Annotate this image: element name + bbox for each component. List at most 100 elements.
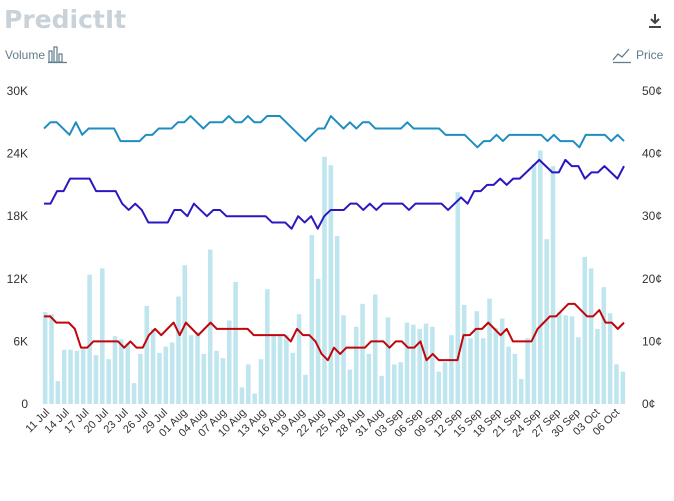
volume-bar bbox=[588, 268, 594, 404]
volume-bar bbox=[131, 383, 137, 404]
volume-bar bbox=[449, 335, 454, 404]
volume-label: Volume bbox=[5, 48, 45, 62]
price-toggle[interactable]: Price bbox=[612, 48, 664, 64]
volume-bar bbox=[430, 326, 435, 404]
price-series-line-2 bbox=[44, 158, 625, 230]
left-axis-tick: 0 bbox=[21, 397, 28, 411]
volume-bar bbox=[404, 322, 410, 404]
volume-bar bbox=[411, 324, 416, 404]
volume-bar bbox=[614, 364, 619, 404]
volume-bar bbox=[220, 358, 226, 404]
right-axis-tick: 50¢ bbox=[642, 84, 662, 98]
volume-bar bbox=[106, 359, 111, 404]
volume-bar bbox=[468, 338, 473, 404]
volume-toggle[interactable]: Volume bbox=[5, 46, 67, 64]
volume-bar bbox=[392, 364, 397, 404]
right-axis-tick: 40¢ bbox=[642, 147, 662, 161]
volume-bar bbox=[68, 349, 73, 404]
volume-bar bbox=[296, 314, 302, 404]
volume-bar bbox=[436, 371, 442, 404]
volume-bar bbox=[506, 346, 511, 404]
volume-bar bbox=[87, 274, 92, 404]
volume-bar bbox=[595, 328, 600, 404]
line-chart-icon bbox=[612, 48, 631, 64]
volume-bar bbox=[233, 281, 238, 404]
volume-bar bbox=[315, 278, 321, 404]
volume-bar bbox=[531, 164, 537, 404]
volume-bar bbox=[258, 359, 264, 404]
volume-bar bbox=[620, 371, 626, 404]
volume-bar bbox=[265, 289, 270, 404]
volume-bars bbox=[42, 150, 626, 404]
right-axis-tick: 0¢ bbox=[642, 397, 655, 411]
volume-bar bbox=[207, 249, 213, 404]
volume-bar bbox=[138, 353, 143, 404]
left-axis-tick: 18K bbox=[7, 209, 28, 223]
volume-bar bbox=[360, 303, 365, 404]
volume-bar bbox=[239, 387, 245, 404]
volume-bar bbox=[525, 338, 530, 404]
volume-bar bbox=[487, 298, 492, 404]
volume-bar bbox=[518, 378, 524, 404]
volume-bar bbox=[512, 353, 518, 404]
volume-bar bbox=[290, 352, 296, 404]
bar-chart-icon bbox=[48, 46, 67, 64]
left-axis-tick: 6K bbox=[13, 334, 28, 348]
download-icon[interactable] bbox=[645, 10, 665, 30]
volume-bar bbox=[569, 316, 575, 404]
volume-bar bbox=[442, 362, 448, 404]
volume-bar bbox=[385, 317, 391, 404]
volume-bar bbox=[499, 318, 505, 404]
volume-bar bbox=[252, 393, 257, 404]
volume-bar bbox=[163, 346, 169, 404]
volume-bar bbox=[538, 150, 543, 404]
volume-bar bbox=[347, 369, 353, 404]
predictit-logo[interactable]: PredictIt bbox=[4, 5, 126, 34]
volume-bar bbox=[398, 362, 403, 404]
right-axis-tick: 10¢ bbox=[642, 334, 662, 348]
left-axis-tick: 12K bbox=[7, 272, 28, 286]
volume-bar bbox=[49, 314, 54, 404]
volume-bar bbox=[80, 348, 86, 404]
volume-bar bbox=[303, 374, 308, 404]
volume-bar bbox=[100, 268, 105, 404]
volume-bar bbox=[157, 352, 162, 404]
volume-bar bbox=[607, 313, 613, 404]
left-axis-tick: 24K bbox=[7, 147, 28, 161]
volume-bar bbox=[150, 328, 156, 404]
volume-bar bbox=[195, 332, 200, 404]
volume-bar bbox=[328, 165, 334, 404]
volume-bar bbox=[271, 335, 276, 404]
volume-bar bbox=[493, 327, 499, 404]
volume-bar bbox=[176, 296, 181, 404]
volume-bar bbox=[423, 323, 429, 404]
volume-bar bbox=[379, 375, 384, 404]
volume-bar bbox=[582, 256, 588, 404]
right-axis-tick: 20¢ bbox=[642, 272, 662, 286]
logo-text: PredictIt bbox=[4, 5, 126, 34]
volume-bar bbox=[93, 354, 99, 404]
volume-bar bbox=[461, 304, 467, 404]
volume-bar bbox=[366, 353, 372, 404]
volume-bar bbox=[284, 335, 289, 404]
volume-bar bbox=[74, 350, 80, 404]
volume-bar bbox=[125, 343, 130, 404]
volume-bar bbox=[334, 236, 340, 404]
volume-bar bbox=[576, 337, 581, 404]
left-axis-tick: 30K bbox=[7, 84, 28, 98]
volume-bar bbox=[601, 287, 607, 404]
volume-bar bbox=[455, 192, 461, 404]
volume-bar bbox=[119, 339, 124, 404]
volume-bar bbox=[246, 364, 251, 404]
volume-bar bbox=[417, 328, 422, 404]
volume-bar bbox=[474, 311, 480, 404]
volume-bar bbox=[61, 349, 67, 404]
volume-bar bbox=[353, 326, 359, 404]
volume-bar bbox=[277, 335, 283, 404]
volume-bar bbox=[144, 305, 150, 404]
price-series-line-3 bbox=[44, 302, 625, 362]
volume-bar bbox=[226, 320, 232, 404]
volume-bar bbox=[550, 166, 556, 404]
